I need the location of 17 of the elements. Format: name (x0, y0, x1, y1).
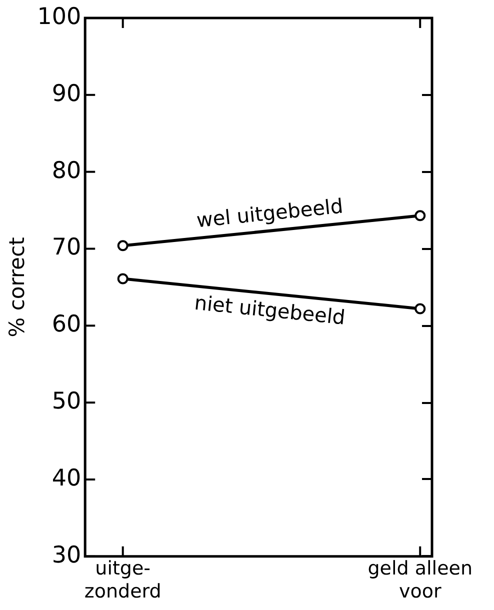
x-tick-label: geld alleen voor (368, 558, 472, 603)
y-tick-label: 30 (52, 542, 82, 568)
y-tick-label: 50 (52, 388, 82, 415)
point (117, 240, 128, 252)
y-tick-label: 100 (37, 4, 82, 30)
point (414, 210, 426, 222)
point (414, 303, 426, 314)
y-tick-label: 80 (52, 158, 82, 184)
y-tick-label: 90 (52, 80, 82, 107)
y-axis-title: % correct (5, 237, 30, 338)
y-tick-label: 40 (52, 465, 82, 492)
text: wel uitgebeeld (195, 194, 344, 232)
x-tick-label: uitge- zonderd (84, 558, 162, 603)
y-tick-label: 70 (52, 234, 82, 261)
y-tick-label: 60 (52, 312, 82, 338)
text: niet uitgebeeld (193, 290, 346, 330)
point (117, 273, 128, 284)
